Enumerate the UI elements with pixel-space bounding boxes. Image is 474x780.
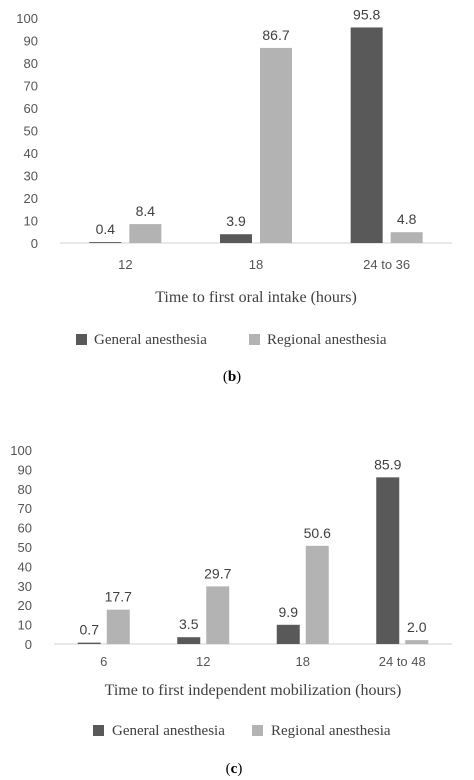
data-label: 4.8 bbox=[397, 211, 417, 227]
bar-general-anesthesia bbox=[220, 234, 252, 243]
y-tick-label: 10 bbox=[24, 214, 38, 229]
y-tick-label: 40 bbox=[24, 146, 38, 161]
x-axis-title: Time to first independent mobilization (… bbox=[105, 682, 402, 699]
x-tick-label: 12 bbox=[118, 257, 132, 272]
legend-swatch-general bbox=[76, 334, 87, 345]
bar-regional-anesthesia bbox=[260, 47, 292, 243]
y-tick-label: 50 bbox=[18, 540, 32, 555]
y-tick-label: 90 bbox=[24, 34, 38, 49]
bar-regional-anesthesia bbox=[129, 224, 162, 243]
y-tick-label: 30 bbox=[24, 169, 38, 184]
data-label: 50.6 bbox=[304, 525, 331, 541]
chart-oral-intake: 0 10 20 30 40 50 60 70 80 90 100 12 0.4 8.4 18 3.9 86.7 2… bbox=[16, 6, 452, 385]
legend-swatch-regional bbox=[249, 334, 260, 345]
bar-general-anesthesia bbox=[89, 242, 122, 243]
y-tick-label: 60 bbox=[18, 521, 32, 536]
y-tick-label: 60 bbox=[24, 101, 38, 116]
y-tick-label: 80 bbox=[18, 482, 32, 497]
x-tick-label: 24 to 36 bbox=[363, 257, 410, 272]
data-label: 29.7 bbox=[204, 565, 231, 581]
y-tick-label: 30 bbox=[18, 579, 32, 594]
x-tick-label: 18 bbox=[249, 257, 263, 272]
legend-swatch-regional bbox=[252, 725, 263, 736]
legend-label-regional: Regional anesthesia bbox=[267, 332, 387, 348]
y-tick-label: 90 bbox=[18, 462, 32, 477]
data-label: 0.4 bbox=[96, 221, 116, 237]
bar-general-anesthesia bbox=[276, 624, 300, 644]
legend-label-regional: Regional anesthesia bbox=[271, 723, 391, 739]
bar-regional-anesthesia bbox=[106, 609, 130, 644]
bar-general-anesthesia bbox=[350, 27, 383, 244]
y-tick-label: 70 bbox=[18, 501, 32, 516]
panel-caption: (c) bbox=[226, 761, 243, 777]
caption-letter: c bbox=[231, 761, 238, 777]
bar-general-anesthesia bbox=[77, 642, 101, 644]
data-label: 3.9 bbox=[226, 213, 246, 229]
y-tick-label: 100 bbox=[16, 11, 38, 26]
y-tick-label: 10 bbox=[18, 618, 32, 633]
legend-swatch-general bbox=[93, 725, 104, 736]
caption-close-paren: ) bbox=[236, 369, 241, 385]
x-tick-label: 12 bbox=[196, 654, 210, 669]
chart-independent-mobilization: 0 10 20 30 40 50 60 70 80 90 100 6 0.7 17.7 12 3.5 29.7 1… bbox=[10, 443, 452, 777]
bar-regional-anesthesia bbox=[405, 640, 429, 644]
legend: General anesthesia Regional anesthesia bbox=[93, 723, 391, 739]
data-label: 85.9 bbox=[374, 456, 401, 472]
caption-open-paren: ( bbox=[223, 369, 228, 385]
y-tick-label: 40 bbox=[18, 559, 32, 574]
y-tick-label: 20 bbox=[18, 598, 32, 613]
data-label: 17.7 bbox=[105, 589, 132, 605]
data-label: 8.4 bbox=[136, 203, 156, 219]
y-tick-label: 70 bbox=[24, 79, 38, 94]
y-tick-label: 20 bbox=[24, 191, 38, 206]
y-tick-label: 0 bbox=[31, 236, 38, 251]
data-label: 0.7 bbox=[80, 622, 100, 638]
data-label: 9.9 bbox=[279, 604, 299, 620]
y-tick-label: 0 bbox=[25, 637, 32, 652]
data-label: 95.8 bbox=[353, 6, 380, 22]
legend-label-general: General anesthesia bbox=[112, 723, 225, 739]
data-label: 86.7 bbox=[262, 27, 289, 43]
x-tick-label: 6 bbox=[100, 654, 107, 669]
y-tick-label: 50 bbox=[24, 124, 38, 139]
y-tick-label: 100 bbox=[10, 443, 32, 458]
bar-general-anesthesia bbox=[177, 637, 201, 644]
bar-regional-anesthesia bbox=[305, 545, 329, 644]
panel-caption: (b) bbox=[223, 369, 241, 385]
caption-open-paren: ( bbox=[226, 761, 231, 777]
x-tick-label: 24 to 48 bbox=[379, 654, 426, 669]
bar-general-anesthesia bbox=[376, 477, 400, 644]
y-tick-label: 80 bbox=[24, 56, 38, 71]
caption-close-paren: ) bbox=[237, 761, 242, 777]
caption-letter: b bbox=[228, 369, 236, 385]
data-label: 2.0 bbox=[407, 619, 427, 635]
x-tick-label: 18 bbox=[296, 654, 310, 669]
data-label: 3.5 bbox=[179, 616, 199, 632]
bar-regional-anesthesia bbox=[206, 586, 230, 644]
bar-regional-anesthesia bbox=[390, 232, 423, 243]
legend: General anesthesia Regional anesthesia bbox=[76, 332, 387, 348]
x-axis-title: Time to first oral intake (hours) bbox=[155, 289, 357, 306]
legend-label-general: General anesthesia bbox=[94, 332, 207, 348]
